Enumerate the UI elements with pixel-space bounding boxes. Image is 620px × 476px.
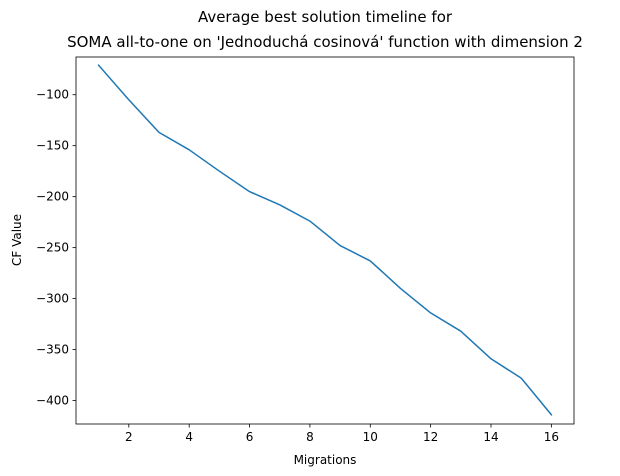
plot-area: 2 4 6 8 10 12 14 16 −100 −150 −200 −250 −300 −350 −400 — [36, 56, 575, 444]
chart-subtitle: SOMA all-to-one on 'Jednoduchá cosinová'… — [67, 33, 583, 51]
x-tick-label: 2 — [125, 430, 133, 444]
y-tick-label: −200 — [36, 190, 69, 204]
y-tick-label: −250 — [36, 241, 69, 255]
x-axis-label: Migrations — [294, 453, 357, 467]
chart-title: Average best solution timeline for — [198, 8, 453, 26]
y-tick-label: −150 — [36, 139, 69, 153]
y-tick-label: −400 — [36, 394, 69, 408]
x-tick-label: 4 — [185, 430, 193, 444]
x-tick-label: 14 — [483, 430, 498, 444]
x-tick-label: 8 — [306, 430, 314, 444]
x-tick-label: 16 — [544, 430, 559, 444]
y-tick-label: −350 — [36, 343, 69, 357]
series-line-0 — [97, 64, 553, 416]
x-tick-label: 6 — [246, 430, 254, 444]
axes-frame — [75, 56, 575, 425]
y-tick-label: −100 — [36, 88, 69, 102]
x-tick-label: 12 — [423, 430, 438, 444]
y-axis-label: CF Value — [10, 214, 24, 266]
x-tick-label: 10 — [363, 430, 378, 444]
y-tick-label: −300 — [36, 292, 69, 306]
